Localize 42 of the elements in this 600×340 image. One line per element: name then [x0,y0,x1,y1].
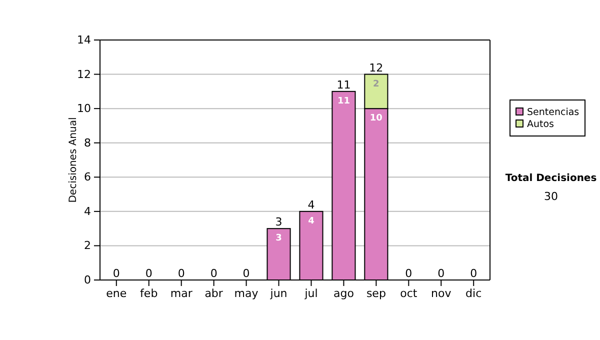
y-axis-title: Decisiones Anual [68,117,79,203]
total-label: 0 [470,267,478,280]
y-tick-label: 14 [77,34,91,47]
total-label: 0 [242,267,250,280]
total-label: 0 [112,267,120,280]
x-tick-label: mar [170,286,193,300]
x-tick-label: oct [400,286,418,300]
total-label: 0 [145,267,152,280]
data-label: 10 [370,114,382,124]
x-tick-label: ene [106,286,127,300]
x-tick-label: sep [366,286,386,300]
total-label: 0 [438,267,445,280]
total-label: 11 [336,78,351,92]
total-label: 0 [210,267,218,280]
text: 30 [544,190,558,203]
data-label: 3 [276,234,282,244]
x-tick-label: jul [304,286,318,300]
legend-label: Autos [527,119,554,130]
y-tick-label: 0 [84,274,91,287]
x-tick-label: feb [140,286,158,300]
text: Total Decisiones [505,173,597,184]
y-tick-label: 2 [84,239,91,252]
x-tick-label: dic [466,286,482,300]
y-tick-label: 4 [84,204,91,218]
total-label: 0 [405,267,412,280]
legend-label: Sentencias [527,107,580,118]
x-tick-label: nov [431,286,452,300]
total-label: 12 [369,61,384,74]
data-label: 2 [373,79,380,90]
total-label: 4 [308,198,315,212]
data-label: 11 [337,96,350,106]
y-tick-label: 12 [77,68,91,81]
x-tick-label: abr [204,286,224,300]
x-tick-label: ago [333,286,354,300]
total-label: 0 [178,267,185,280]
y-tick-label: 8 [84,136,91,150]
total-label: 3 [275,216,282,229]
x-tick-label: jun [269,286,288,300]
x-tick-label: may [234,286,259,300]
data-label: 4 [308,216,314,226]
y-tick-label: 6 [84,170,91,184]
y-tick-label: 10 [77,102,91,116]
